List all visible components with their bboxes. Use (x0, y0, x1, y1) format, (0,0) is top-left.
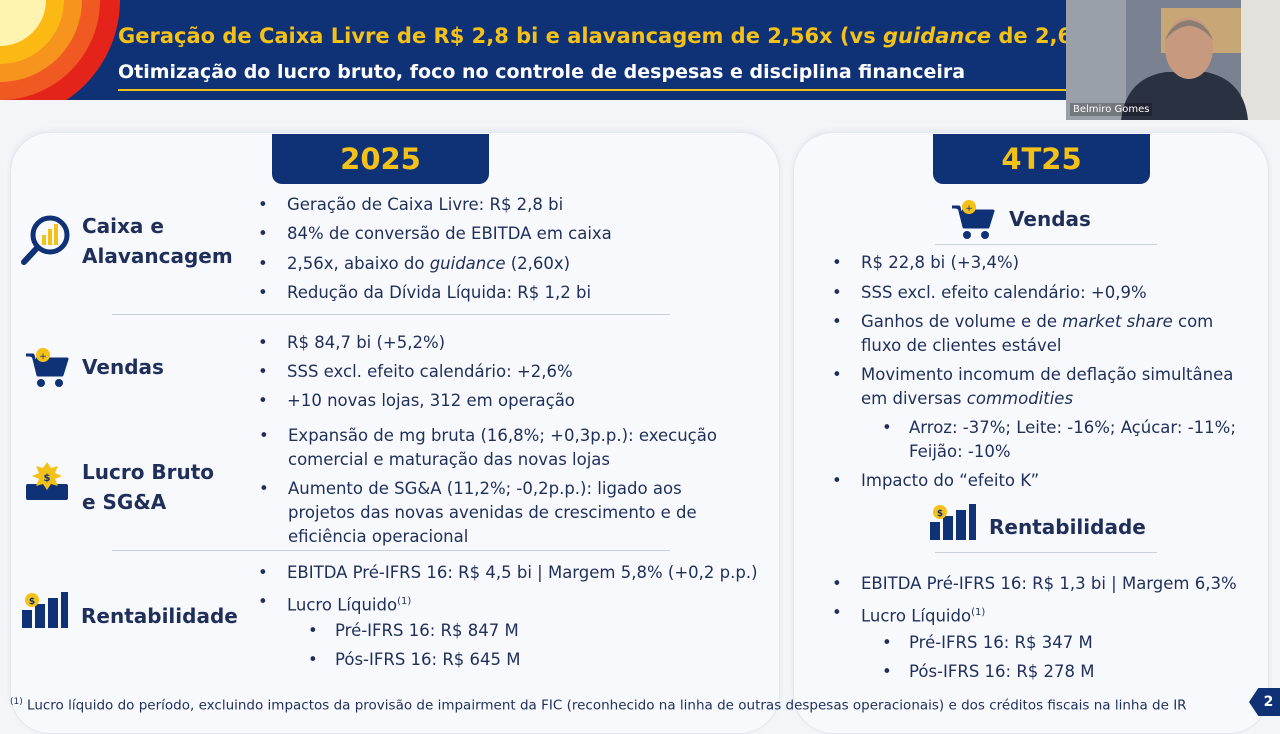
bar-chart-coin-icon: $ (22, 592, 68, 628)
coin-sack-icon: $ (26, 462, 68, 500)
section-divider (935, 552, 1157, 553)
rent-4t-bullet-2: Lucro Líquido(1) (832, 601, 985, 629)
rent-sub-bullet-2: Pós-IFRS 16: R$ 645 M (308, 648, 520, 672)
rent-4t-bullet-1: EBITDA Pré-IFRS 16: R$ 1,3 bi | Margem 6… (832, 572, 1237, 596)
presenter-name: Belmiro Gomes (1070, 103, 1153, 116)
rent-sub-bullet-1: Pré-IFRS 16: R$ 847 M (308, 619, 519, 643)
vendas-4t-bullet-4: Movimento incomum de deflação simultânea… (832, 363, 1233, 411)
vendas-bullet-2: SSS excl. efeito calendário: +2,6% (258, 360, 573, 384)
vendas-4t-bullet-5: Impacto do “efeito K” (832, 469, 1039, 493)
rent-bullet-1: EBITDA Pré-IFRS 16: R$ 4,5 bi | Margem 5… (258, 561, 758, 585)
rentabilidade-4t-section-label: Rentabilidade (989, 515, 1146, 539)
caixa-section-label: Caixa e Alavancagem (82, 214, 233, 268)
lucro-bullet-2: Aumento de SG&A (11,2%; -0,2p.p.): ligad… (259, 477, 697, 549)
rentabilidade-section-label: Rentabilidade (81, 604, 238, 628)
shopping-cart-coin-icon: + (952, 200, 995, 239)
rent-4t-sub-bullet-2: Pós-IFRS 16: R$ 278 M (882, 660, 1094, 684)
section-divider (112, 314, 670, 315)
quarter-badge: 4T25 (933, 134, 1150, 184)
presenter-video-frame (1066, 0, 1280, 120)
vendas-4t-section-label: Vendas (1009, 207, 1091, 231)
slide-title: Geração de Caixa Livre de R$ 2,8 bi e al… (118, 24, 1110, 48)
webcam-video-feed[interactable]: Belmiro Gomes (1066, 0, 1280, 120)
svg-text:$: $ (44, 473, 51, 484)
bar-chart-coin-icon: $ (930, 504, 976, 540)
svg-text:+: + (39, 352, 47, 362)
section-divider (935, 244, 1157, 245)
vendas-4t-bullet-2: SSS excl. efeito calendário: +0,9% (832, 281, 1147, 305)
commodities-sub-bullet: Arroz: -37%; Leite: -16%; Açúcar: -11%;F… (882, 416, 1236, 464)
subtitle-underline (118, 89, 1066, 91)
caixa-bullet-2: 84% de conversão de EBITDA em caixa (258, 222, 612, 246)
footnote: (1) Lucro líquido do período, excluindo … (10, 697, 1187, 714)
magnifier-chart-icon (21, 215, 70, 265)
caixa-bullet-3: 2,56x, abaixo do guidance (2,60x) (258, 252, 570, 276)
vendas-bullet-3: +10 novas lojas, 312 em operação (258, 389, 575, 413)
shopping-cart-coin-icon: + (26, 348, 69, 387)
slide-subtitle: Otimização do lucro bruto, foco no contr… (118, 61, 966, 83)
vendas-bullet-1: R$ 84,7 bi (+5,2%) (258, 331, 445, 355)
vendas-section-label: Vendas (82, 355, 164, 379)
sun-rays-logo (0, 0, 120, 100)
vendas-4t-bullet-3: Ganhos de volume e de market share comfl… (832, 310, 1213, 358)
lucro-bullet-1: Expansão de mg bruta (16,8%; +0,3p.p.): … (259, 424, 717, 472)
svg-text:$: $ (29, 597, 35, 607)
caixa-bullet-1: Geração de Caixa Livre: R$ 2,8 bi (258, 193, 563, 217)
rent-bullet-2: Lucro Líquido(1) (258, 590, 411, 618)
year-badge: 2025 (272, 134, 489, 184)
vendas-4t-bullet-1: R$ 22,8 bi (+3,4%) (832, 251, 1019, 275)
caixa-bullet-4: Redução da Dívida Líquida: R$ 1,2 bi (258, 281, 591, 305)
svg-text:+: + (965, 204, 973, 214)
rent-4t-sub-bullet-1: Pré-IFRS 16: R$ 347 M (882, 631, 1093, 655)
lucro-section-label: Lucro Bruto e SG&A (82, 460, 215, 514)
section-divider (112, 550, 670, 551)
svg-text:$: $ (937, 509, 943, 519)
